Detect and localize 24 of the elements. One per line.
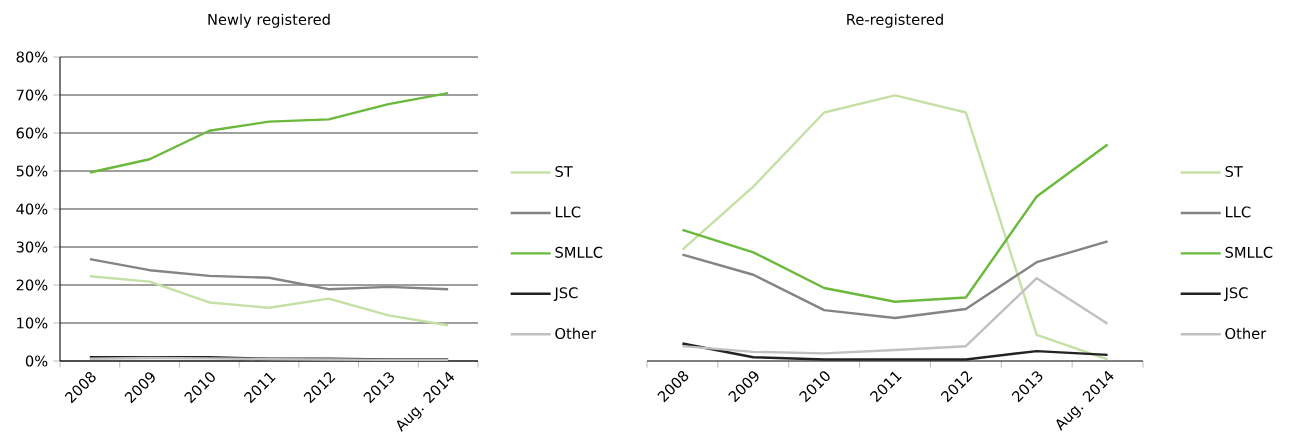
y-tick-label: 50% [16,165,48,177]
y-tick-label: 60% [16,127,48,139]
y-tick-label: 80% [16,51,48,63]
y-tick-label: 10% [17,317,48,329]
line-series [88,275,450,327]
legend-label: JSC [1223,287,1248,302]
legend-label: ST [1225,165,1243,178]
y-tick-label: 0% [25,355,48,367]
legend-label: Other [555,327,597,339]
y-tick-label: 40% [16,203,48,215]
y-tick-label: 20% [16,279,48,291]
line-series [88,257,450,291]
line-series [88,91,450,174]
y-tick-label: 70% [16,89,48,101]
legend-label: SMLLC [1225,246,1273,258]
legend-label: LLC [1226,206,1251,218]
legend-label: SMLLC [555,246,603,258]
chart-title: Newly registered [208,13,330,28]
y-tick-label: 30% [16,241,48,253]
legend-label: JSC [553,287,578,302]
legend-label: ST [555,165,573,178]
chart-title: Re-registered [847,13,943,28]
legend-label: LLC [555,206,581,218]
legend-label: Other [1225,327,1267,339]
